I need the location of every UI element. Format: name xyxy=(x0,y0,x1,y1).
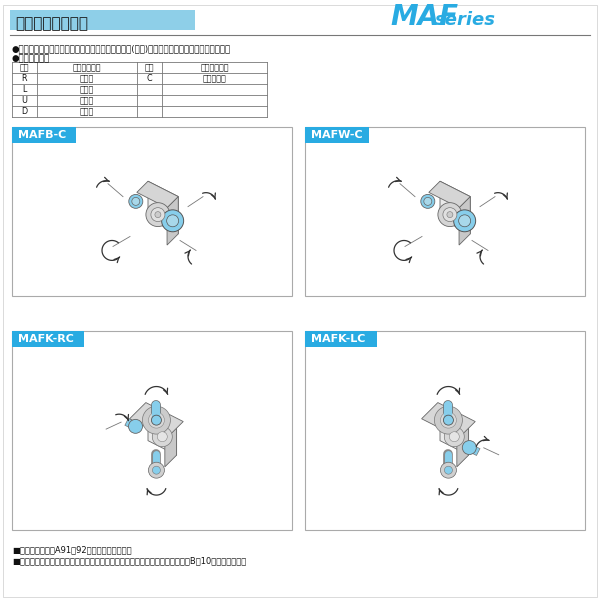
Circle shape xyxy=(128,419,143,433)
FancyBboxPatch shape xyxy=(12,331,292,530)
Circle shape xyxy=(152,427,172,446)
Polygon shape xyxy=(440,407,469,455)
Circle shape xyxy=(152,466,160,474)
Text: L: L xyxy=(22,85,26,94)
Text: 上　側: 上 側 xyxy=(80,96,94,105)
Text: 出力軸退避: 出力軸退避 xyxy=(203,74,226,83)
Text: 左　側: 左 側 xyxy=(80,85,94,94)
Circle shape xyxy=(151,415,161,425)
FancyBboxPatch shape xyxy=(10,10,195,31)
Polygon shape xyxy=(169,206,176,235)
Text: MAFK-RC: MAFK-RC xyxy=(18,334,74,344)
Circle shape xyxy=(449,432,460,442)
Text: ●軸配置の記号: ●軸配置の記号 xyxy=(12,54,50,63)
Text: 下　側: 下 側 xyxy=(80,107,94,116)
Polygon shape xyxy=(167,197,178,245)
Circle shape xyxy=(454,210,476,232)
Text: 出力軸の方向: 出力軸の方向 xyxy=(73,63,101,72)
Circle shape xyxy=(148,462,164,478)
Polygon shape xyxy=(461,206,468,235)
Polygon shape xyxy=(457,422,469,467)
Text: series: series xyxy=(435,11,496,29)
Polygon shape xyxy=(169,229,179,236)
Polygon shape xyxy=(428,407,469,433)
Circle shape xyxy=(132,197,140,205)
Text: ■軸配置の詳細はA91・92を参照して下さい。: ■軸配置の詳細はA91・92を参照して下さい。 xyxy=(12,545,131,554)
Text: 出力軸の方向: 出力軸の方向 xyxy=(200,63,229,72)
Circle shape xyxy=(129,194,143,208)
Circle shape xyxy=(438,203,462,227)
Polygon shape xyxy=(148,181,178,234)
Polygon shape xyxy=(461,229,471,236)
Circle shape xyxy=(443,208,457,221)
Text: ■特殊な取付状態については、当社へお問い合わせ下さい。なお、参考としてB－10をご覧下さい。: ■特殊な取付状態については、当社へお問い合わせ下さい。なお、参考としてB－10を… xyxy=(12,556,246,565)
FancyBboxPatch shape xyxy=(305,331,377,347)
Polygon shape xyxy=(148,407,176,455)
Circle shape xyxy=(463,440,476,455)
Polygon shape xyxy=(440,181,470,234)
Circle shape xyxy=(161,210,184,232)
Text: ●軸配置は入力軸またはモータを手前にして出力軸(青色)の出ている方向で決定して下さい。: ●軸配置は入力軸またはモータを手前にして出力軸(青色)の出ている方向で決定して下… xyxy=(12,44,231,53)
Text: 軸配置と回転方向: 軸配置と回転方向 xyxy=(15,16,88,31)
Text: C: C xyxy=(146,74,152,83)
FancyBboxPatch shape xyxy=(305,127,585,296)
FancyBboxPatch shape xyxy=(12,127,76,143)
Text: U: U xyxy=(22,96,28,105)
Circle shape xyxy=(458,215,470,227)
Text: 記号: 記号 xyxy=(145,63,154,72)
Circle shape xyxy=(155,212,161,218)
Text: MAFW-C: MAFW-C xyxy=(311,130,362,140)
Text: MAFK-LC: MAFK-LC xyxy=(311,334,365,344)
Circle shape xyxy=(434,406,463,434)
Circle shape xyxy=(444,427,464,446)
Circle shape xyxy=(440,462,457,478)
Circle shape xyxy=(167,215,179,227)
Circle shape xyxy=(148,412,164,428)
Polygon shape xyxy=(137,181,178,208)
Text: 右　側: 右 側 xyxy=(80,74,94,83)
Polygon shape xyxy=(130,403,183,438)
Text: MAF: MAF xyxy=(390,4,458,31)
Circle shape xyxy=(447,212,453,218)
Text: MAFB-C: MAFB-C xyxy=(18,130,66,140)
Circle shape xyxy=(146,203,170,227)
Polygon shape xyxy=(429,181,470,208)
Circle shape xyxy=(424,197,432,205)
Circle shape xyxy=(157,432,167,442)
Polygon shape xyxy=(459,197,470,245)
FancyBboxPatch shape xyxy=(305,127,369,143)
Circle shape xyxy=(443,415,454,425)
FancyBboxPatch shape xyxy=(12,127,292,296)
FancyBboxPatch shape xyxy=(305,331,585,530)
Text: R: R xyxy=(22,74,27,83)
Polygon shape xyxy=(136,407,176,433)
Circle shape xyxy=(445,466,452,474)
Polygon shape xyxy=(422,403,475,438)
Polygon shape xyxy=(165,422,176,467)
Text: 記号: 記号 xyxy=(20,63,29,72)
FancyBboxPatch shape xyxy=(12,331,84,347)
Text: D: D xyxy=(22,107,28,116)
Circle shape xyxy=(151,208,165,221)
Circle shape xyxy=(142,406,170,434)
Circle shape xyxy=(421,194,435,208)
Circle shape xyxy=(440,412,457,428)
